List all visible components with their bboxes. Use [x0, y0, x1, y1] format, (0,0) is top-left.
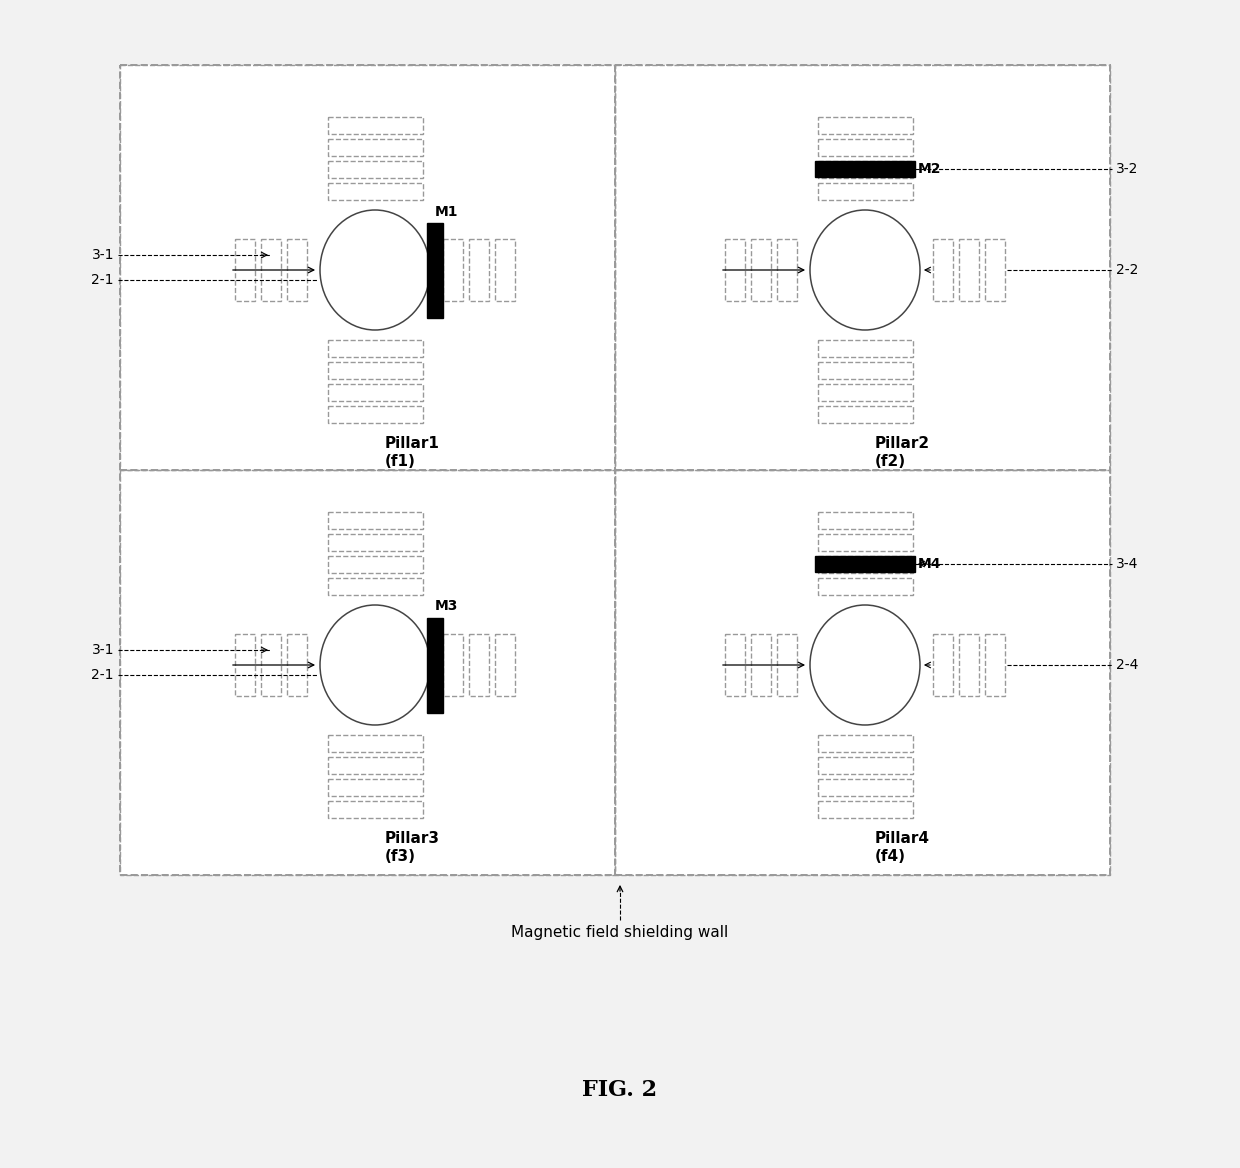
- Bar: [327, 801, 423, 818]
- Bar: [327, 183, 423, 200]
- Bar: [120, 65, 1110, 875]
- Bar: [817, 801, 913, 818]
- Bar: [260, 634, 281, 696]
- Text: (f1): (f1): [384, 454, 415, 470]
- Bar: [260, 239, 281, 301]
- Bar: [615, 470, 1110, 875]
- Bar: [817, 161, 913, 178]
- Text: (f3): (f3): [384, 849, 415, 864]
- Bar: [985, 634, 1004, 696]
- Bar: [427, 222, 443, 318]
- Bar: [495, 634, 515, 696]
- Bar: [817, 362, 913, 378]
- Bar: [817, 757, 913, 774]
- Bar: [327, 578, 423, 595]
- Bar: [327, 340, 423, 357]
- Text: 2-4: 2-4: [1116, 658, 1138, 672]
- Text: M3: M3: [435, 599, 459, 613]
- Bar: [327, 757, 423, 774]
- Text: 3-1: 3-1: [92, 248, 114, 262]
- Text: M2: M2: [918, 162, 941, 176]
- Bar: [959, 239, 980, 301]
- Ellipse shape: [320, 210, 430, 331]
- Bar: [817, 779, 913, 797]
- Text: 2-2: 2-2: [1116, 263, 1138, 277]
- Text: 3-1: 3-1: [92, 644, 114, 656]
- Bar: [817, 578, 913, 595]
- Bar: [817, 183, 913, 200]
- Bar: [120, 65, 615, 470]
- Bar: [469, 239, 489, 301]
- Bar: [751, 634, 771, 696]
- Bar: [817, 139, 913, 157]
- Text: 2-1: 2-1: [92, 668, 114, 682]
- Ellipse shape: [810, 605, 920, 725]
- Ellipse shape: [810, 210, 920, 331]
- Bar: [286, 634, 308, 696]
- Bar: [815, 556, 915, 572]
- Bar: [236, 239, 255, 301]
- Bar: [817, 512, 913, 529]
- Bar: [327, 161, 423, 178]
- Bar: [817, 117, 913, 134]
- Bar: [817, 556, 913, 573]
- Bar: [817, 340, 913, 357]
- Bar: [932, 239, 954, 301]
- Bar: [817, 735, 913, 752]
- Bar: [615, 65, 1110, 470]
- Bar: [236, 634, 255, 696]
- Bar: [777, 634, 797, 696]
- Bar: [327, 556, 423, 573]
- Bar: [327, 735, 423, 752]
- Bar: [817, 534, 913, 551]
- Bar: [817, 406, 913, 423]
- Bar: [286, 239, 308, 301]
- Bar: [327, 779, 423, 797]
- Text: Pillar3: Pillar3: [384, 830, 440, 846]
- Bar: [725, 634, 745, 696]
- Bar: [725, 239, 745, 301]
- Bar: [751, 239, 771, 301]
- Bar: [815, 161, 915, 178]
- Text: 2-1: 2-1: [92, 273, 114, 287]
- Text: (f4): (f4): [875, 849, 906, 864]
- Text: Magnetic field shielding wall: Magnetic field shielding wall: [511, 925, 729, 940]
- Bar: [443, 239, 463, 301]
- Bar: [495, 239, 515, 301]
- Bar: [327, 384, 423, 401]
- Text: FIG. 2: FIG. 2: [583, 1079, 657, 1101]
- Bar: [985, 239, 1004, 301]
- Bar: [959, 634, 980, 696]
- Bar: [427, 618, 443, 712]
- Text: Pillar1: Pillar1: [384, 436, 440, 451]
- Bar: [120, 470, 615, 875]
- Text: Pillar4: Pillar4: [875, 830, 930, 846]
- Bar: [469, 634, 489, 696]
- Bar: [327, 362, 423, 378]
- Bar: [327, 512, 423, 529]
- Bar: [327, 139, 423, 157]
- Bar: [932, 634, 954, 696]
- Text: M4: M4: [918, 557, 941, 571]
- Text: Pillar2: Pillar2: [875, 436, 930, 451]
- Bar: [327, 534, 423, 551]
- Ellipse shape: [320, 605, 430, 725]
- Text: (f2): (f2): [875, 454, 906, 470]
- Text: M1: M1: [435, 204, 459, 218]
- Bar: [443, 634, 463, 696]
- Text: 3-4: 3-4: [1116, 557, 1138, 571]
- Bar: [327, 406, 423, 423]
- Text: 3-2: 3-2: [1116, 162, 1138, 176]
- Bar: [817, 384, 913, 401]
- Bar: [327, 117, 423, 134]
- Bar: [777, 239, 797, 301]
